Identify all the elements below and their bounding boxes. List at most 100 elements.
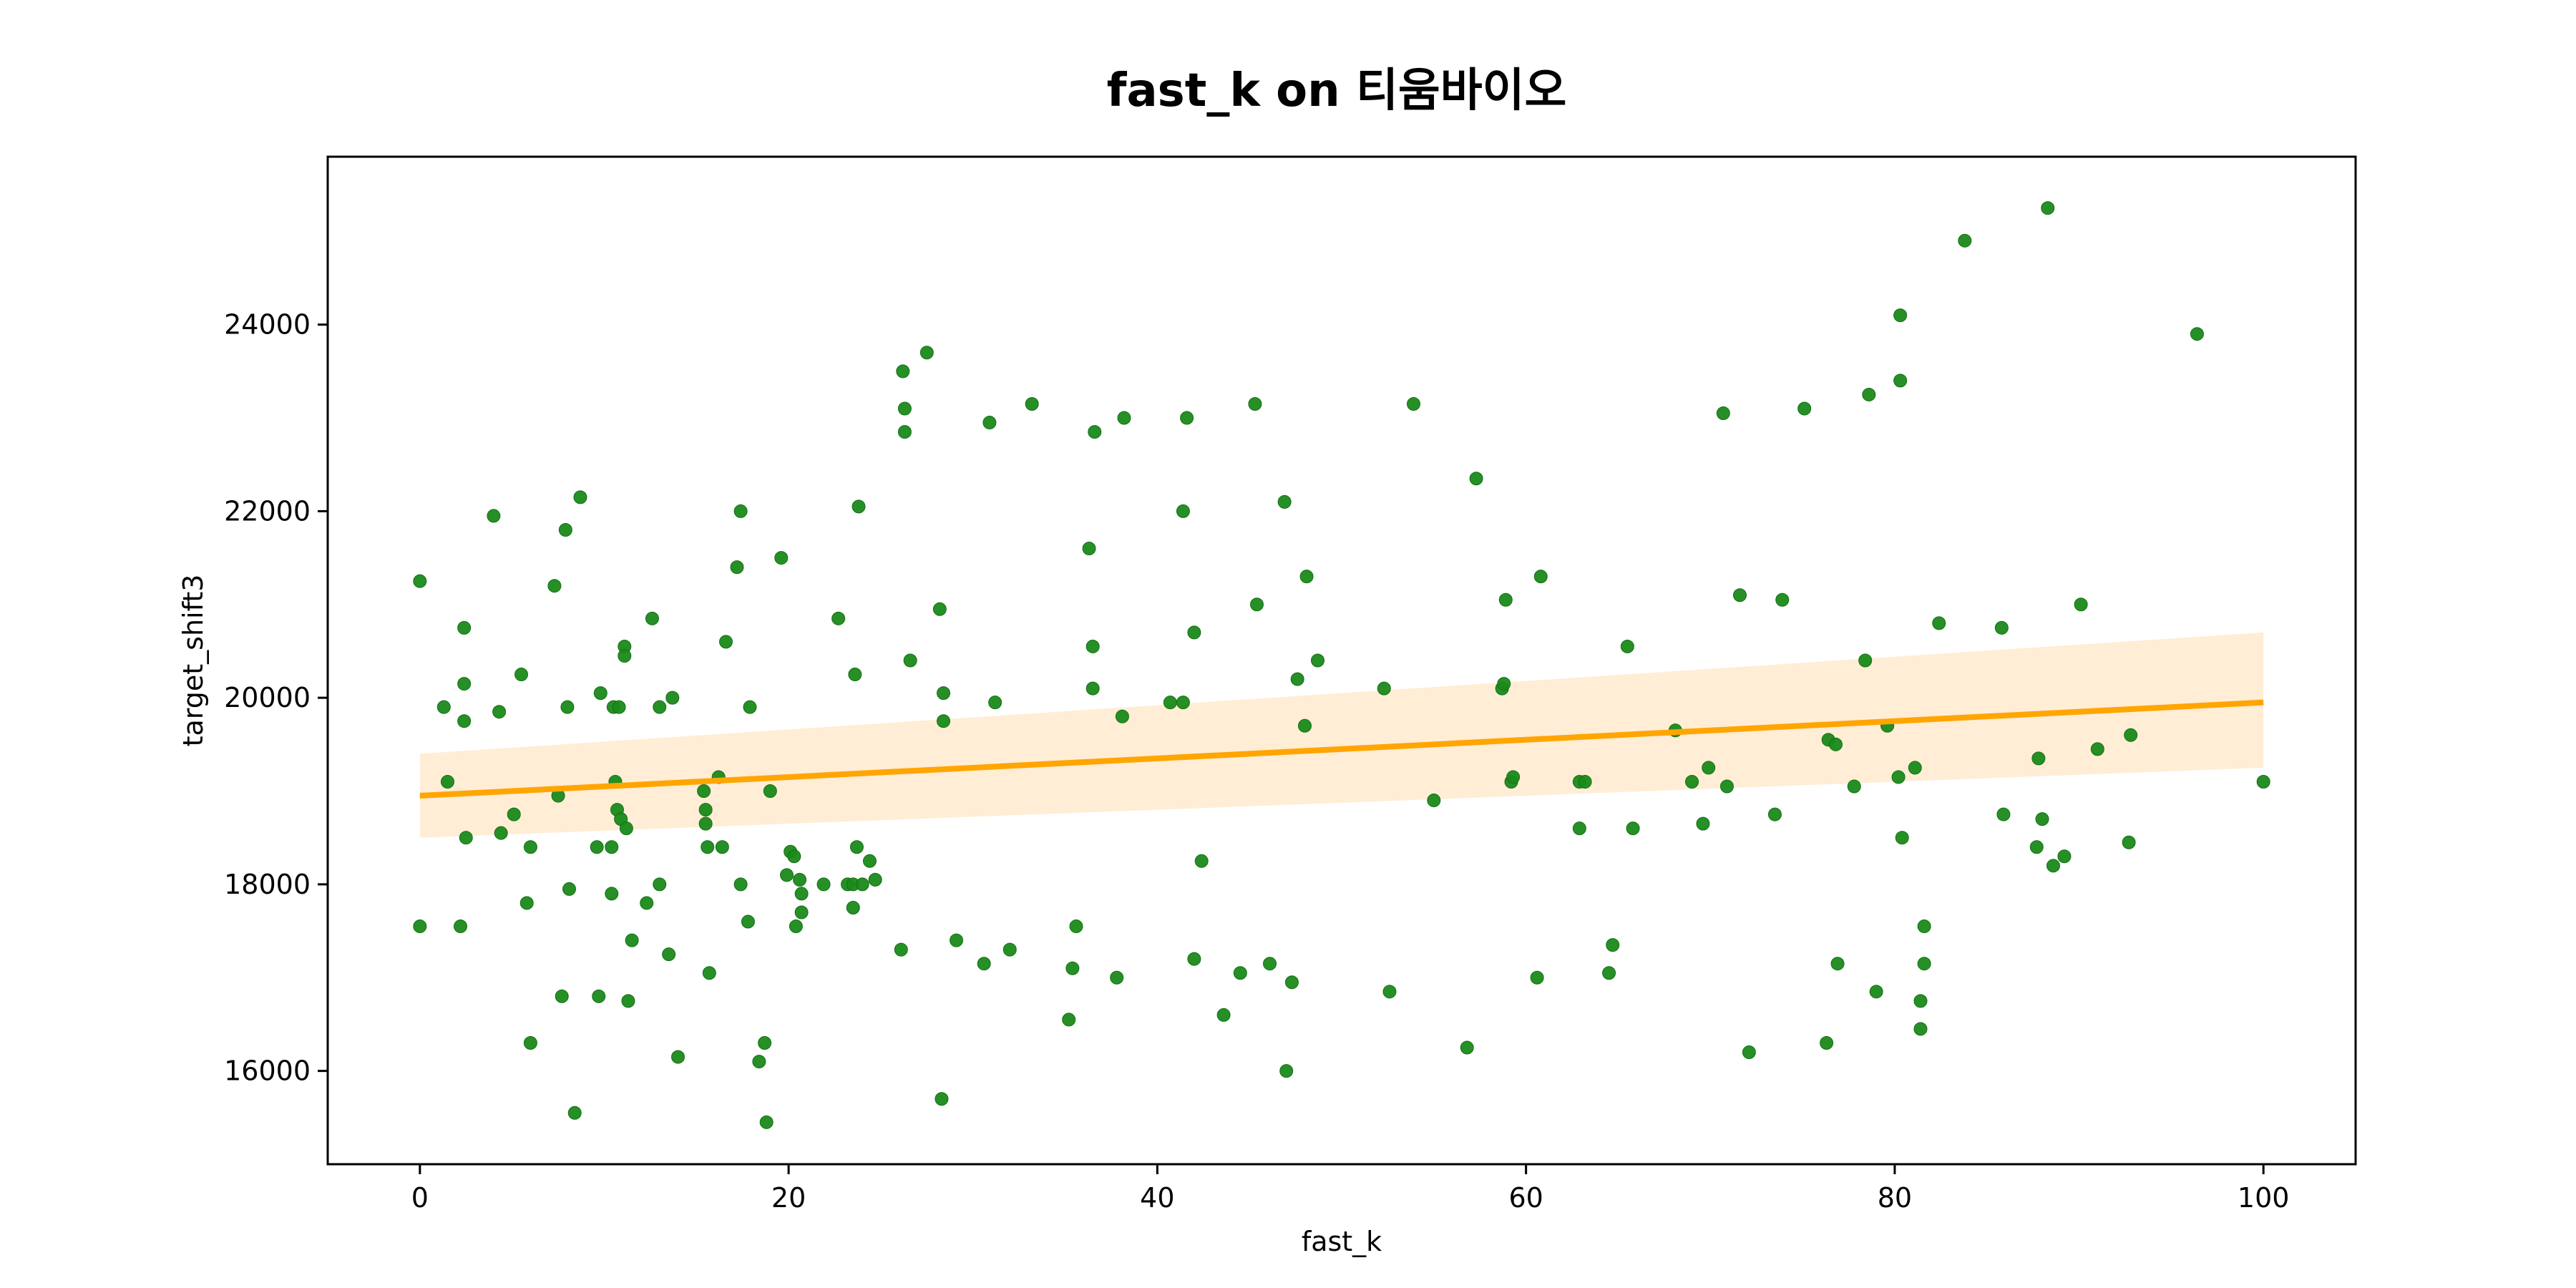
scatter-point <box>1062 1013 1076 1027</box>
scatter-point <box>1187 952 1201 966</box>
scatter-point <box>612 700 626 714</box>
scatter-point <box>625 933 639 947</box>
y-axis-ticks: 16000 18000 20000 22000 24000 <box>224 309 328 1087</box>
scatter-point <box>1932 616 1946 630</box>
scatter-point <box>1685 774 1699 789</box>
scatter-point <box>855 877 869 892</box>
scatter-point <box>2035 812 2049 826</box>
scatter-point <box>1290 672 1304 686</box>
scatter-point <box>896 364 910 379</box>
chart-title: fast_k on 티움바이오 <box>1107 64 1567 117</box>
scatter-point <box>440 774 454 789</box>
scatter-point <box>868 872 882 887</box>
scatter-point <box>605 840 619 854</box>
scatter-point <box>1279 1064 1294 1078</box>
scatter-point <box>733 877 748 892</box>
scatter-point <box>573 490 587 504</box>
scatter-point <box>1908 761 1922 775</box>
scatter-point <box>1216 1008 1231 1022</box>
scatter-point <box>653 700 667 714</box>
scatter-point <box>555 989 569 1003</box>
scatter-point <box>567 1106 582 1120</box>
scatter-point <box>1115 709 1129 723</box>
scatter-point <box>1702 761 1716 775</box>
scatter-point <box>459 831 473 845</box>
scatter-point <box>1917 957 1931 971</box>
x-tick-label: 40 <box>1140 1182 1174 1214</box>
scatter-point <box>937 686 951 701</box>
scatter-point <box>514 668 529 682</box>
x-tick-label: 80 <box>1878 1182 1912 1214</box>
regression-line-layer <box>419 699 2264 799</box>
scatter-point <box>1085 639 1100 653</box>
scatter-point <box>1797 401 1812 416</box>
scatter-point <box>852 499 866 514</box>
scatter-point <box>605 887 619 901</box>
scatter-point <box>1163 696 1177 710</box>
scatter-point <box>1284 975 1299 990</box>
scatter-point <box>671 1050 686 1064</box>
scatter-point <box>1996 807 2011 821</box>
scatter-point <box>937 714 951 728</box>
scatter-point <box>743 700 757 714</box>
scatter-point <box>849 840 864 854</box>
scatter-point <box>848 668 862 682</box>
scatter-point <box>1506 770 1521 784</box>
scatter-point <box>982 416 997 430</box>
scatter-point <box>1194 854 1209 868</box>
scatter-point <box>1895 831 1909 845</box>
regression-line <box>419 699 2264 799</box>
scatter-point <box>793 872 807 887</box>
x-tick-label: 0 <box>411 1182 429 1214</box>
confidence-band-layer <box>419 632 2264 838</box>
scatter-point <box>662 947 676 962</box>
scatter-point <box>794 887 809 901</box>
scatter-point <box>413 574 427 588</box>
scatter-point <box>702 966 716 980</box>
scatter-point <box>733 504 748 518</box>
scatter-point <box>758 1036 772 1050</box>
scatter-point <box>897 425 912 439</box>
scatter-point <box>1382 985 1397 999</box>
scatter-point <box>2256 774 2270 789</box>
scatter-point <box>2031 751 2046 766</box>
scatter-point <box>523 1036 537 1050</box>
scatter-points-layer <box>413 201 2270 1129</box>
scatter-point <box>932 602 947 616</box>
scatter-point <box>492 705 507 719</box>
y-tick-label: 16000 <box>224 1055 311 1087</box>
scatter-point <box>2046 859 2060 873</box>
scatter-point <box>741 914 755 929</box>
scatter-point <box>1530 970 1544 985</box>
scatter-point <box>547 579 562 593</box>
scatter-point <box>1497 677 1511 691</box>
y-tick-label: 22000 <box>224 495 311 527</box>
scatter-point <box>1110 970 1124 985</box>
scatter-point <box>1498 592 1513 607</box>
scatter-point <box>1626 821 1640 836</box>
scatter-point <box>562 882 577 896</box>
scatter-point <box>558 522 572 537</box>
scatter-point <box>1716 406 1730 421</box>
scatter-point <box>1893 308 1908 323</box>
scatter-point <box>1377 681 1391 696</box>
scatter-point <box>794 905 809 919</box>
scatter-point <box>645 611 659 625</box>
scatter-point <box>1620 639 1634 653</box>
scatter-point <box>787 849 801 864</box>
scatter-point <box>1913 994 1928 1008</box>
scatter-point <box>2124 728 2138 742</box>
x-tick-label: 100 <box>2238 1182 2290 1214</box>
scatter-point <box>621 994 635 1008</box>
scatter-point <box>2190 327 2204 341</box>
scatter-point <box>1248 396 1262 411</box>
scatter-point <box>919 346 934 360</box>
scatter-point <box>698 816 713 831</box>
scatter-point <box>1994 620 2009 635</box>
scatter-point <box>2074 597 2088 612</box>
scatter-point <box>1719 779 1734 794</box>
scatter-point <box>457 677 472 691</box>
scatter-point <box>494 826 508 840</box>
scatter-point <box>1297 718 1312 733</box>
